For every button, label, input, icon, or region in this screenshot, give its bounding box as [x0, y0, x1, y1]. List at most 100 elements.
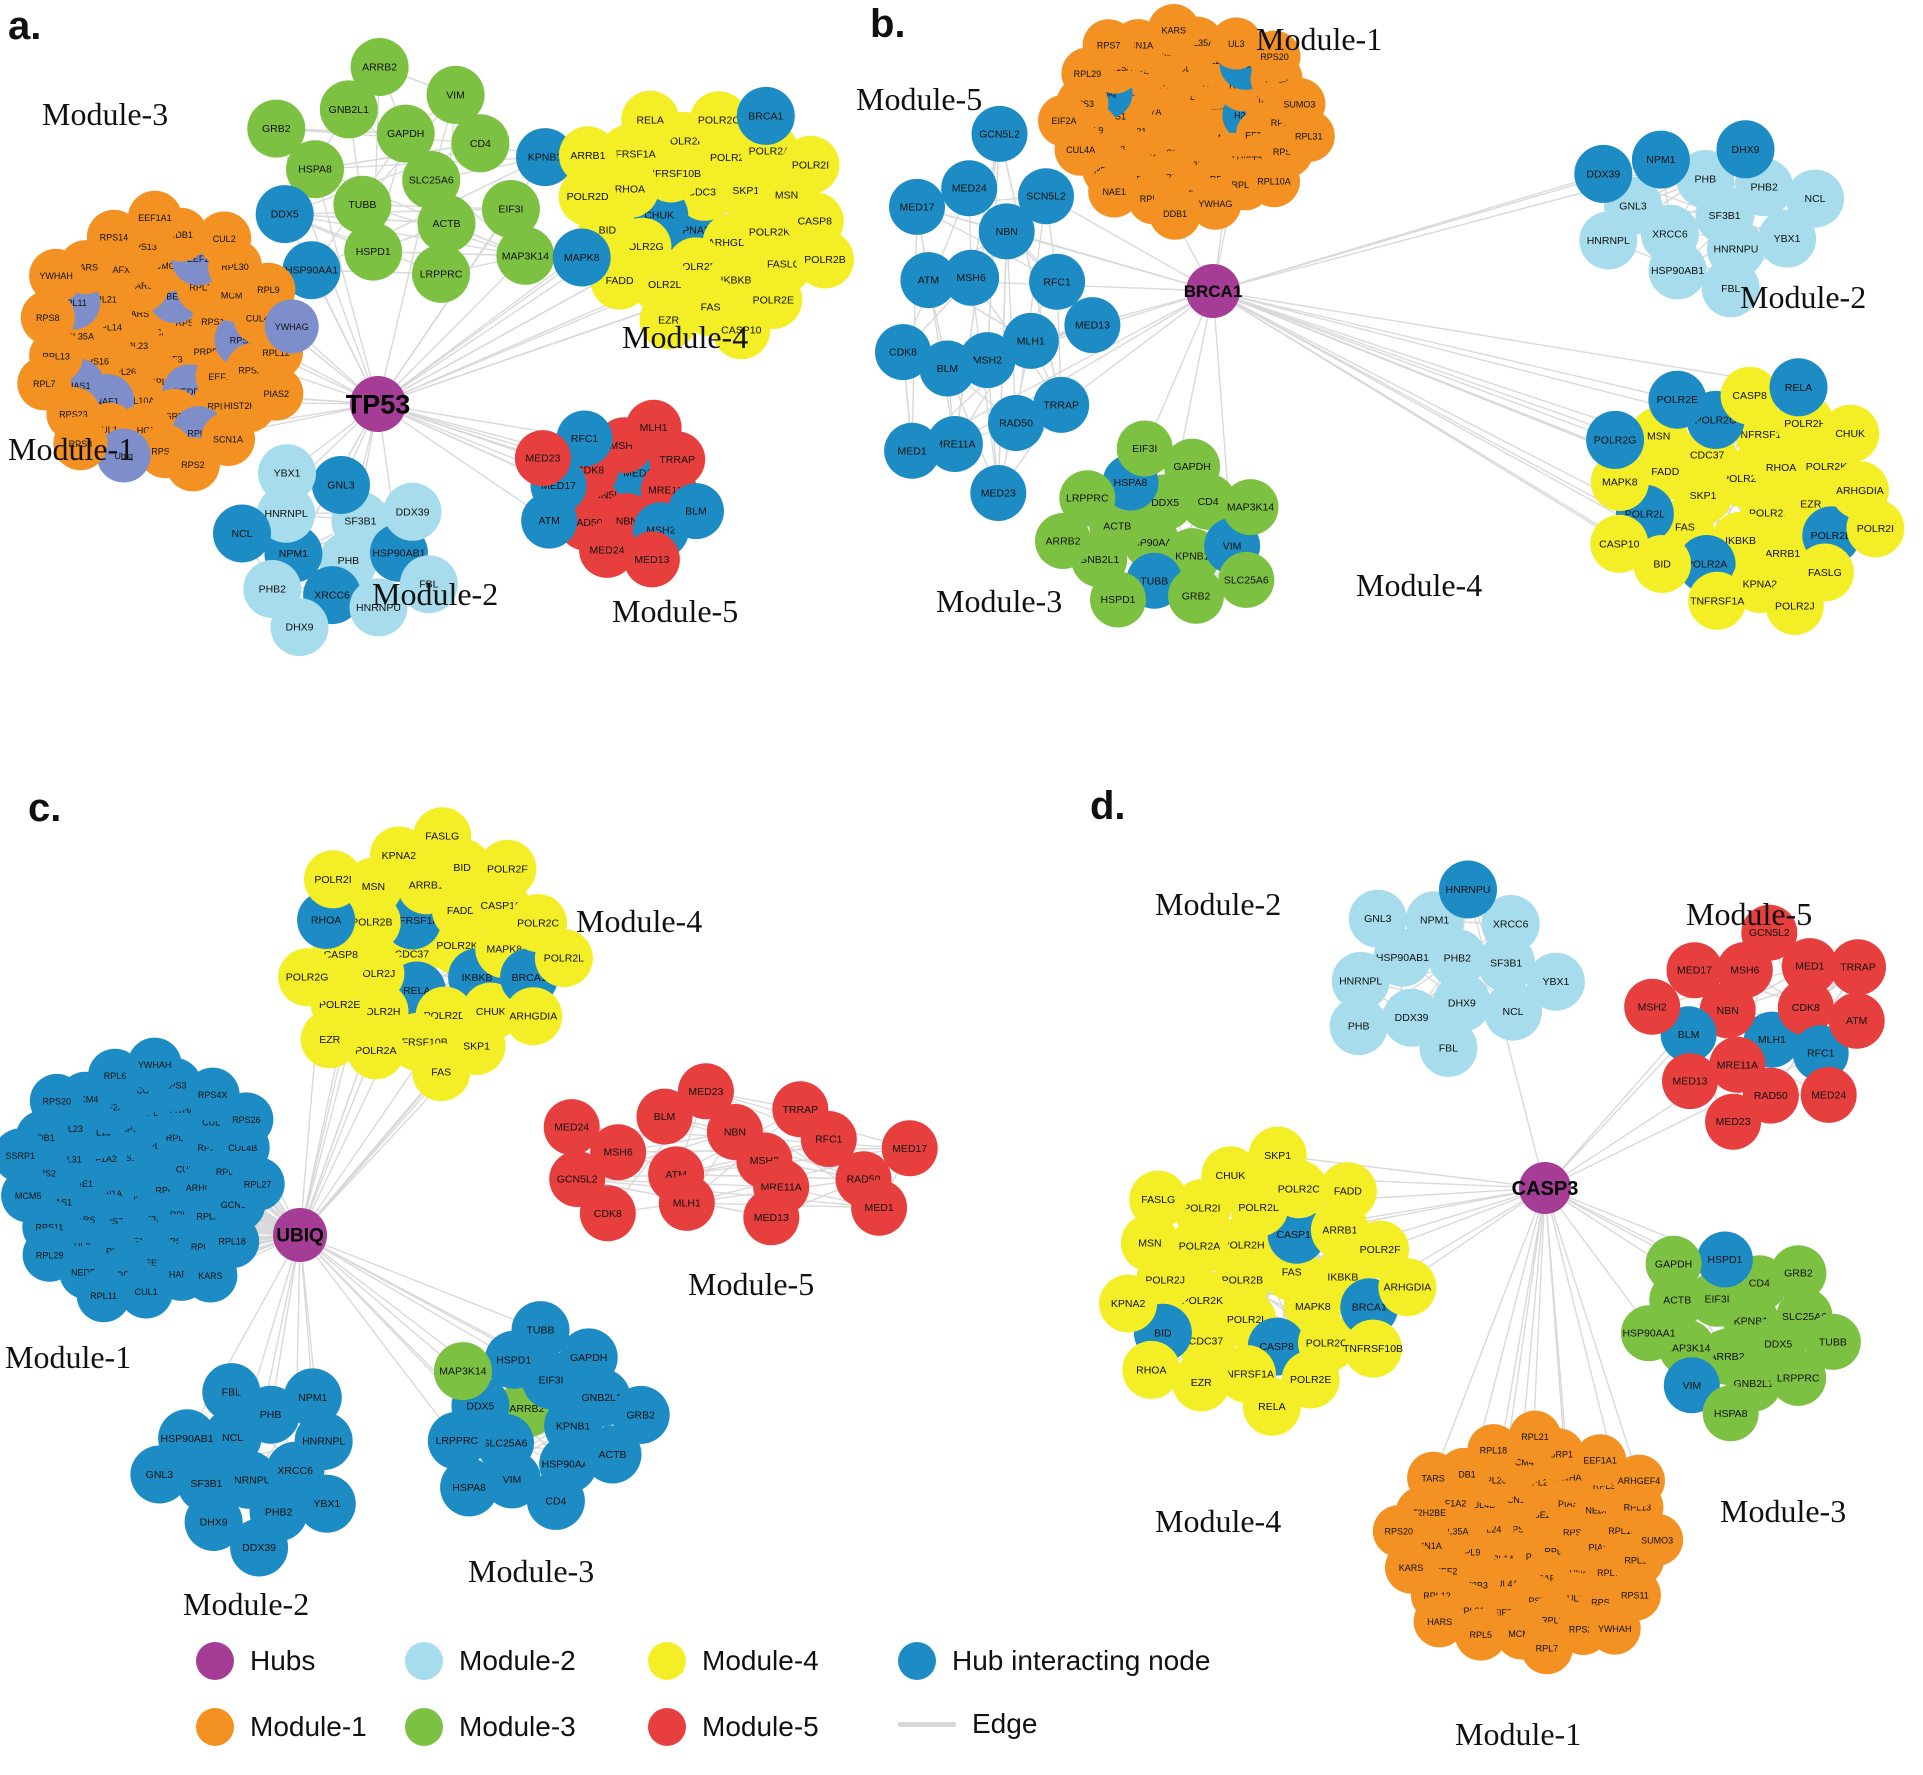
node-label-CUL4B: CUL4B: [1466, 1500, 1495, 1510]
node-label-MED24: MED24: [554, 1122, 589, 1134]
node-label-FAS: FAS: [701, 302, 721, 314]
node-label-EIF3I: EIF3I: [538, 1375, 563, 1387]
node-label-RPL35A: RPL35A: [197, 1211, 231, 1221]
node-CHUK: [1201, 1146, 1260, 1205]
node-MED24: [1800, 1066, 1857, 1123]
legend-edge-label: Edge: [972, 1708, 1038, 1739]
node-label-MSH2: MSH2: [1638, 1001, 1667, 1013]
node-label-RPS2: RPS2: [1506, 1525, 1530, 1535]
node-label-RPS20: RPS20: [238, 366, 267, 376]
node-label-POLR2H: POLR2H: [358, 1006, 400, 1018]
node-label-MED24: MED24: [1811, 1089, 1846, 1101]
node-label-RPL18: RPL18: [218, 1237, 246, 1247]
node-TUBB: [511, 1301, 570, 1360]
node-label-HNRNPU: HNRNPU: [1713, 244, 1758, 256]
node-label-ATM: ATM: [1846, 1015, 1867, 1027]
legend-module-5: Module-5: [648, 1708, 819, 1746]
node-RPL7: [17, 356, 72, 411]
node-label-ARRB2: ARRB2: [1045, 536, 1080, 548]
node-label-CUL4B: CUL4B: [228, 1143, 257, 1153]
edge-swatch-icon: [898, 1721, 956, 1727]
node-MCM5: [1, 1168, 56, 1223]
node-label-CASP8: CASP8: [1732, 390, 1767, 402]
node-label-RPS23: RPS23: [1273, 147, 1302, 157]
node-label-CASP8: CASP8: [324, 949, 359, 961]
node-label-SF3B1: SF3B1: [344, 515, 376, 527]
node-GRB2: [247, 99, 306, 158]
node-LRPPRC: [412, 244, 470, 303]
module3-swatch-icon: [405, 1708, 443, 1746]
node-label-FASLG: FASLG: [1141, 1194, 1175, 1206]
node-YWHAH: [127, 1037, 182, 1092]
hub-CASP3: [1519, 1162, 1571, 1214]
node-label-RPL12: RPL12: [262, 348, 290, 358]
node-label-ARRB2: ARRB2: [1709, 1351, 1744, 1363]
node-label-RPL26: RPL26: [1479, 1476, 1507, 1486]
node-label-POLR2L: POLR2L: [544, 953, 584, 965]
node-label-RPL12: RPL12: [191, 1242, 219, 1252]
node-label-POLR2I: POLR2I: [1183, 1203, 1220, 1215]
node-MAPK8: [1590, 453, 1649, 511]
node-EIF2A: [1038, 94, 1090, 147]
node-label-RPS8: RPS8: [120, 1124, 144, 1134]
node-label-NEDD8: NEDD8: [71, 1268, 102, 1278]
node-label-BRCA1: BRCA1: [748, 110, 783, 122]
node-CDK8: [875, 324, 931, 381]
node-label-PHB2: PHB2: [259, 584, 287, 596]
node-PHB: [1329, 997, 1388, 1056]
node-label-EIF2A: EIF2A: [1493, 1608, 1518, 1618]
node-HSPA8: [286, 140, 344, 199]
node-label-PHB2: PHB2: [1444, 953, 1472, 965]
node-label-EIF2A: EIF2A: [1051, 116, 1076, 126]
node-label-RPS4X: RPS4X: [198, 1090, 228, 1100]
node-NPM1: [1631, 130, 1690, 189]
node-label-NBN: NBN: [996, 226, 1018, 238]
node-label-NBN: NBN: [1717, 1005, 1739, 1017]
node-RPS14: [86, 209, 141, 264]
node-EEF1A1: [1574, 1434, 1627, 1487]
node-label-POLR2H: POLR2H: [1784, 418, 1826, 430]
node-label-CASP10: CASP10: [721, 325, 761, 337]
node-ATM: [521, 492, 578, 549]
node-label-YWHAH: YWHAH: [39, 271, 73, 281]
node-label-DDX39: DDX39: [396, 506, 430, 518]
node-label-EEF1A1: EEF1A1: [1583, 1456, 1617, 1466]
node-FBL: [1701, 259, 1760, 318]
node-label-SUMO3: SUMO3: [1283, 99, 1315, 109]
node-label-CD4: CD4: [470, 138, 491, 150]
node-label-MED1: MED1: [1795, 961, 1824, 973]
node-MED24: [543, 1099, 600, 1156]
node-GNL3: [1348, 889, 1407, 948]
node-label-CDK8: CDK8: [1792, 1002, 1820, 1014]
node-label-RPL27: RPL27: [244, 1179, 272, 1189]
node-label-POLR2E: POLR2E: [319, 999, 360, 1011]
node-CHUK: [1821, 404, 1880, 463]
module-label-d-Module-3: Module-3: [1720, 1493, 1846, 1529]
node-label-HNRNPL: HNRNPL: [1587, 235, 1630, 247]
node-label-YWHAG: YWHAG: [168, 1105, 202, 1115]
node-MSH6: [590, 1124, 647, 1181]
node-MED17: [881, 1120, 938, 1177]
node-label-FAS: FAS: [431, 1067, 451, 1079]
node-RPL10A: [1248, 155, 1300, 208]
node-label-TRRAP: TRRAP: [659, 454, 695, 466]
module-label-a-Module-2: Module-2: [372, 576, 498, 612]
node-label-RFC1: RFC1: [1807, 1048, 1835, 1060]
node-YBX1: [297, 1474, 356, 1533]
node-HNRNPU: [1439, 860, 1497, 919]
node-label-DHX9: DHX9: [1448, 997, 1476, 1009]
node-label-MLH1: MLH1: [1758, 1034, 1786, 1046]
node-label-TARS: TARS: [130, 281, 153, 291]
node-MLH1: [625, 399, 682, 456]
node-label-NPM1: NPM1: [1646, 154, 1675, 166]
node-CD4: [526, 1471, 585, 1530]
legend-module2-label: Module-2: [459, 1645, 576, 1676]
node-MED13: [1064, 297, 1121, 354]
node-label-EEF2: EEF2: [145, 1258, 168, 1268]
node-POLR2I: [1846, 499, 1905, 558]
node-POLR2A: [346, 1021, 405, 1080]
node-label-HSP90AB1: HSP90AB1: [1376, 952, 1429, 964]
node-label-ACTB: ACTB: [1663, 1294, 1691, 1306]
node-label-GCN1L1: GCN1L1: [221, 1200, 256, 1210]
